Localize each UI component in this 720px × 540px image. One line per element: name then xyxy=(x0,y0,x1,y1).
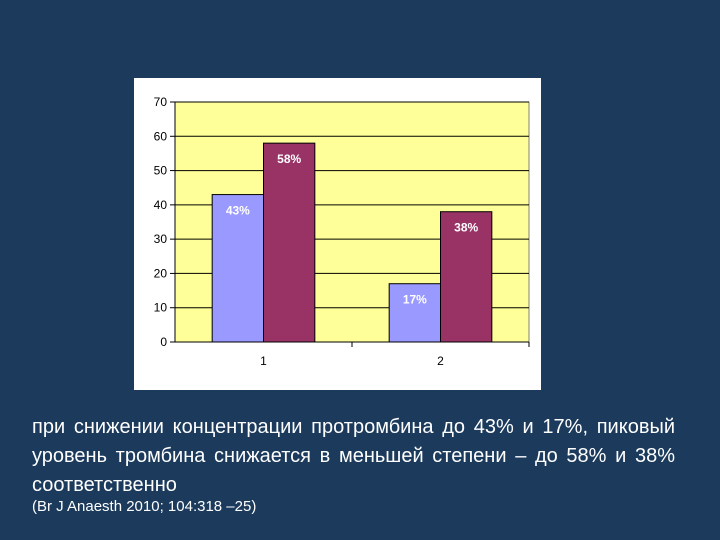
y-tick-label: 30 xyxy=(154,232,168,246)
bar-chart: 0 10 20 30 40 50 60 70 43% 58% 1 17% 38% 2 xyxy=(154,95,530,368)
data-label: 17% xyxy=(403,293,427,307)
y-tick-label: 20 xyxy=(154,266,168,280)
x-tick-label: 1 xyxy=(260,354,267,368)
citation-text: (Br J Anaesth 2010; 104:318 –25) xyxy=(32,498,257,515)
bar xyxy=(263,142,316,343)
bar xyxy=(440,211,493,343)
caption-text: при снижении концентрации протромбина до… xyxy=(32,416,675,496)
y-tick-label: 70 xyxy=(154,95,168,109)
y-tick-label: 40 xyxy=(154,198,168,212)
data-label: 43% xyxy=(226,204,250,218)
bar xyxy=(388,283,441,343)
y-tick-label: 60 xyxy=(154,129,168,143)
y-tick-label: 0 xyxy=(160,335,167,349)
y-tick-label: 50 xyxy=(154,164,168,178)
chart-container: 0 10 20 30 40 50 60 70 43% 58% 1 17% 38% 2 xyxy=(134,78,541,390)
data-label: 38% xyxy=(454,221,478,235)
data-label: 58% xyxy=(277,152,301,166)
x-tick-label: 2 xyxy=(437,354,444,368)
bar xyxy=(211,194,264,343)
y-tick-label: 10 xyxy=(154,301,168,315)
